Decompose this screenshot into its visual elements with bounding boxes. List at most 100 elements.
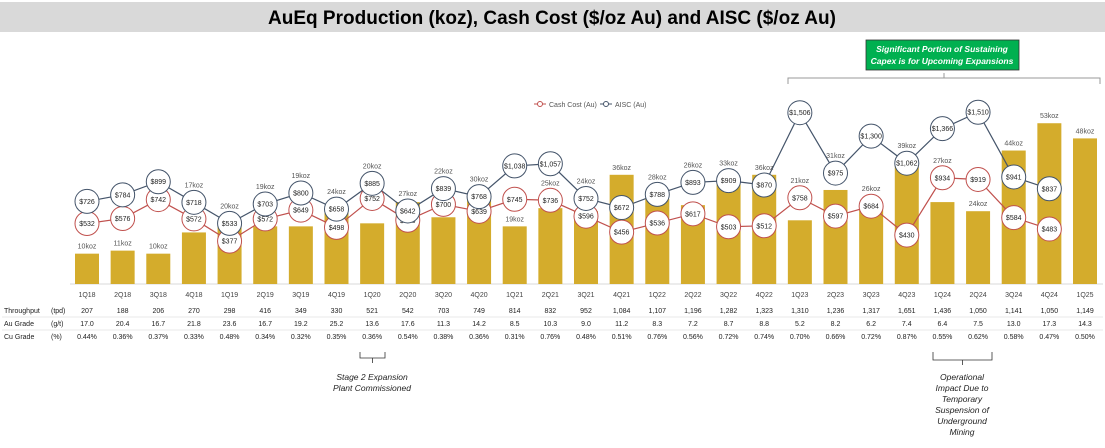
bar-1Q21 <box>502 226 527 284</box>
bar-2Q19 <box>253 226 278 284</box>
cash-cost-point-label: $617 <box>685 211 701 218</box>
bar-label: 36koz <box>755 165 774 172</box>
table-cell: 7.4 <box>902 321 912 328</box>
bar-3Q19 <box>288 226 313 284</box>
aisc-line <box>86 111 1050 225</box>
aisc-point <box>537 151 563 177</box>
aisc-point-label: $839 <box>436 186 452 193</box>
bar-4Q24 <box>1037 123 1062 284</box>
category-label: 4Q20 <box>471 292 488 299</box>
table-cell: 6.2 <box>866 321 876 328</box>
cash-cost-point <box>858 193 884 219</box>
aisc-point-label: $899 <box>150 179 166 186</box>
table-cell: 0.58% <box>1004 334 1024 341</box>
bar-label: 36koz <box>612 165 631 172</box>
aisc-point-label: $533 <box>222 221 238 228</box>
table-cell: 0.37% <box>148 334 168 341</box>
category-label: 4Q18 <box>185 292 202 299</box>
bar-label: 44koz <box>1004 141 1023 148</box>
cash-cost-point <box>680 201 706 227</box>
cash-cost-point-label: $572 <box>186 216 202 223</box>
category-label: 1Q23 <box>791 292 808 299</box>
bar-3Q18 <box>146 253 171 284</box>
cash-cost-point-label: $430 <box>899 233 915 240</box>
table-cell: 1,282 <box>720 308 738 315</box>
bar-1Q20 <box>360 223 385 284</box>
aisc-point-label: $726 <box>79 199 95 206</box>
category-label: 4Q24 <box>1041 292 1058 299</box>
table-cell: 1,050 <box>969 308 987 315</box>
cash-cost-point <box>537 187 563 213</box>
bar-label: 26koz <box>862 186 881 193</box>
aisc-point <box>74 188 100 214</box>
cash-cost-point-label: $572 <box>257 216 273 223</box>
category-label: 1Q19 <box>221 292 238 299</box>
table-cell: 416 <box>259 308 271 315</box>
table-cell: 20.4 <box>116 321 130 328</box>
aisc-point <box>609 195 635 221</box>
aisc-point <box>430 176 456 202</box>
aisc-point <box>110 182 136 208</box>
bar-2Q21 <box>538 208 563 284</box>
category-label: 3Q19 <box>292 292 309 299</box>
table-cell: 0.72% <box>861 334 881 341</box>
table-cell: 814 <box>509 308 521 315</box>
cash-cost-point-label: $758 <box>792 195 808 202</box>
table-cell: 0.50% <box>1075 334 1095 341</box>
aisc-point <box>288 180 314 206</box>
cash-cost-line <box>86 177 1050 242</box>
category-label: 2Q23 <box>827 292 844 299</box>
aisc-point-label: $941 <box>1006 174 1022 181</box>
bar-2Q24 <box>966 211 991 284</box>
callout-bracket <box>787 73 1101 84</box>
cash-cost-point <box>502 186 528 212</box>
aisc-point-label: $1,366 <box>932 126 954 133</box>
bar-label: 20koz <box>220 203 239 210</box>
operational-bracket <box>932 352 993 365</box>
aisc-point <box>466 184 492 210</box>
bar-label: 22koz <box>434 169 453 176</box>
bar-label: 24koz <box>327 189 346 196</box>
aisc-point-label: $893 <box>685 180 701 187</box>
table-cell: 17.6 <box>401 321 415 328</box>
table-cell: 0.32% <box>291 334 311 341</box>
legend-cash-cost-label: Cash Cost (Au) <box>549 102 597 109</box>
table-cell: 1,317 <box>862 308 880 315</box>
aisc-point-label: $885 <box>364 181 380 188</box>
aisc-point-label: $1,062 <box>896 161 918 168</box>
aisc-point <box>787 100 813 126</box>
table-cell: 1,084 <box>613 308 631 315</box>
cash-cost-point-label: $596 <box>578 214 594 221</box>
cash-cost-point-label: $934 <box>935 175 951 182</box>
cash-cost-point <box>751 213 777 239</box>
category-label: 2Q19 <box>257 292 274 299</box>
table-cell: 349 <box>295 308 307 315</box>
bar-label: 20koz <box>363 163 382 170</box>
aisc-point <box>858 123 884 149</box>
cash-cost-point-label: $597 <box>828 214 844 221</box>
table-cell: 0.66% <box>826 334 846 341</box>
aisc-point-label: $1,300 <box>860 134 882 141</box>
aisc-point <box>359 170 385 196</box>
cash-cost-point-label: $736 <box>543 198 559 205</box>
cash-cost-point <box>787 185 813 211</box>
bar-label: 53koz <box>1040 113 1059 120</box>
cash-cost-point <box>823 203 848 229</box>
callout-text-line2: Capex is for Upcoming Expansions <box>871 56 1014 66</box>
table-cell: 206 <box>152 308 164 315</box>
bar-label: 31koz <box>826 153 845 160</box>
category-label: 1Q20 <box>364 292 381 299</box>
aisc-point <box>751 172 777 198</box>
table-cell: 0.55% <box>932 334 952 341</box>
category-label: 2Q18 <box>114 292 131 299</box>
table-cell: 17.0 <box>80 321 94 328</box>
title-bar <box>0 2 1105 32</box>
legend: Cash Cost (Au) AISC (Au) <box>534 101 647 109</box>
cash-cost-point-label: $649 <box>293 208 309 215</box>
table-cell: 207 <box>81 308 93 315</box>
category-label: 3Q24 <box>1005 292 1022 299</box>
table-cell: 0.47% <box>1039 334 1059 341</box>
category-label: 3Q22 <box>720 292 737 299</box>
aisc-point <box>1036 176 1062 202</box>
category-label: 1Q21 <box>506 292 523 299</box>
